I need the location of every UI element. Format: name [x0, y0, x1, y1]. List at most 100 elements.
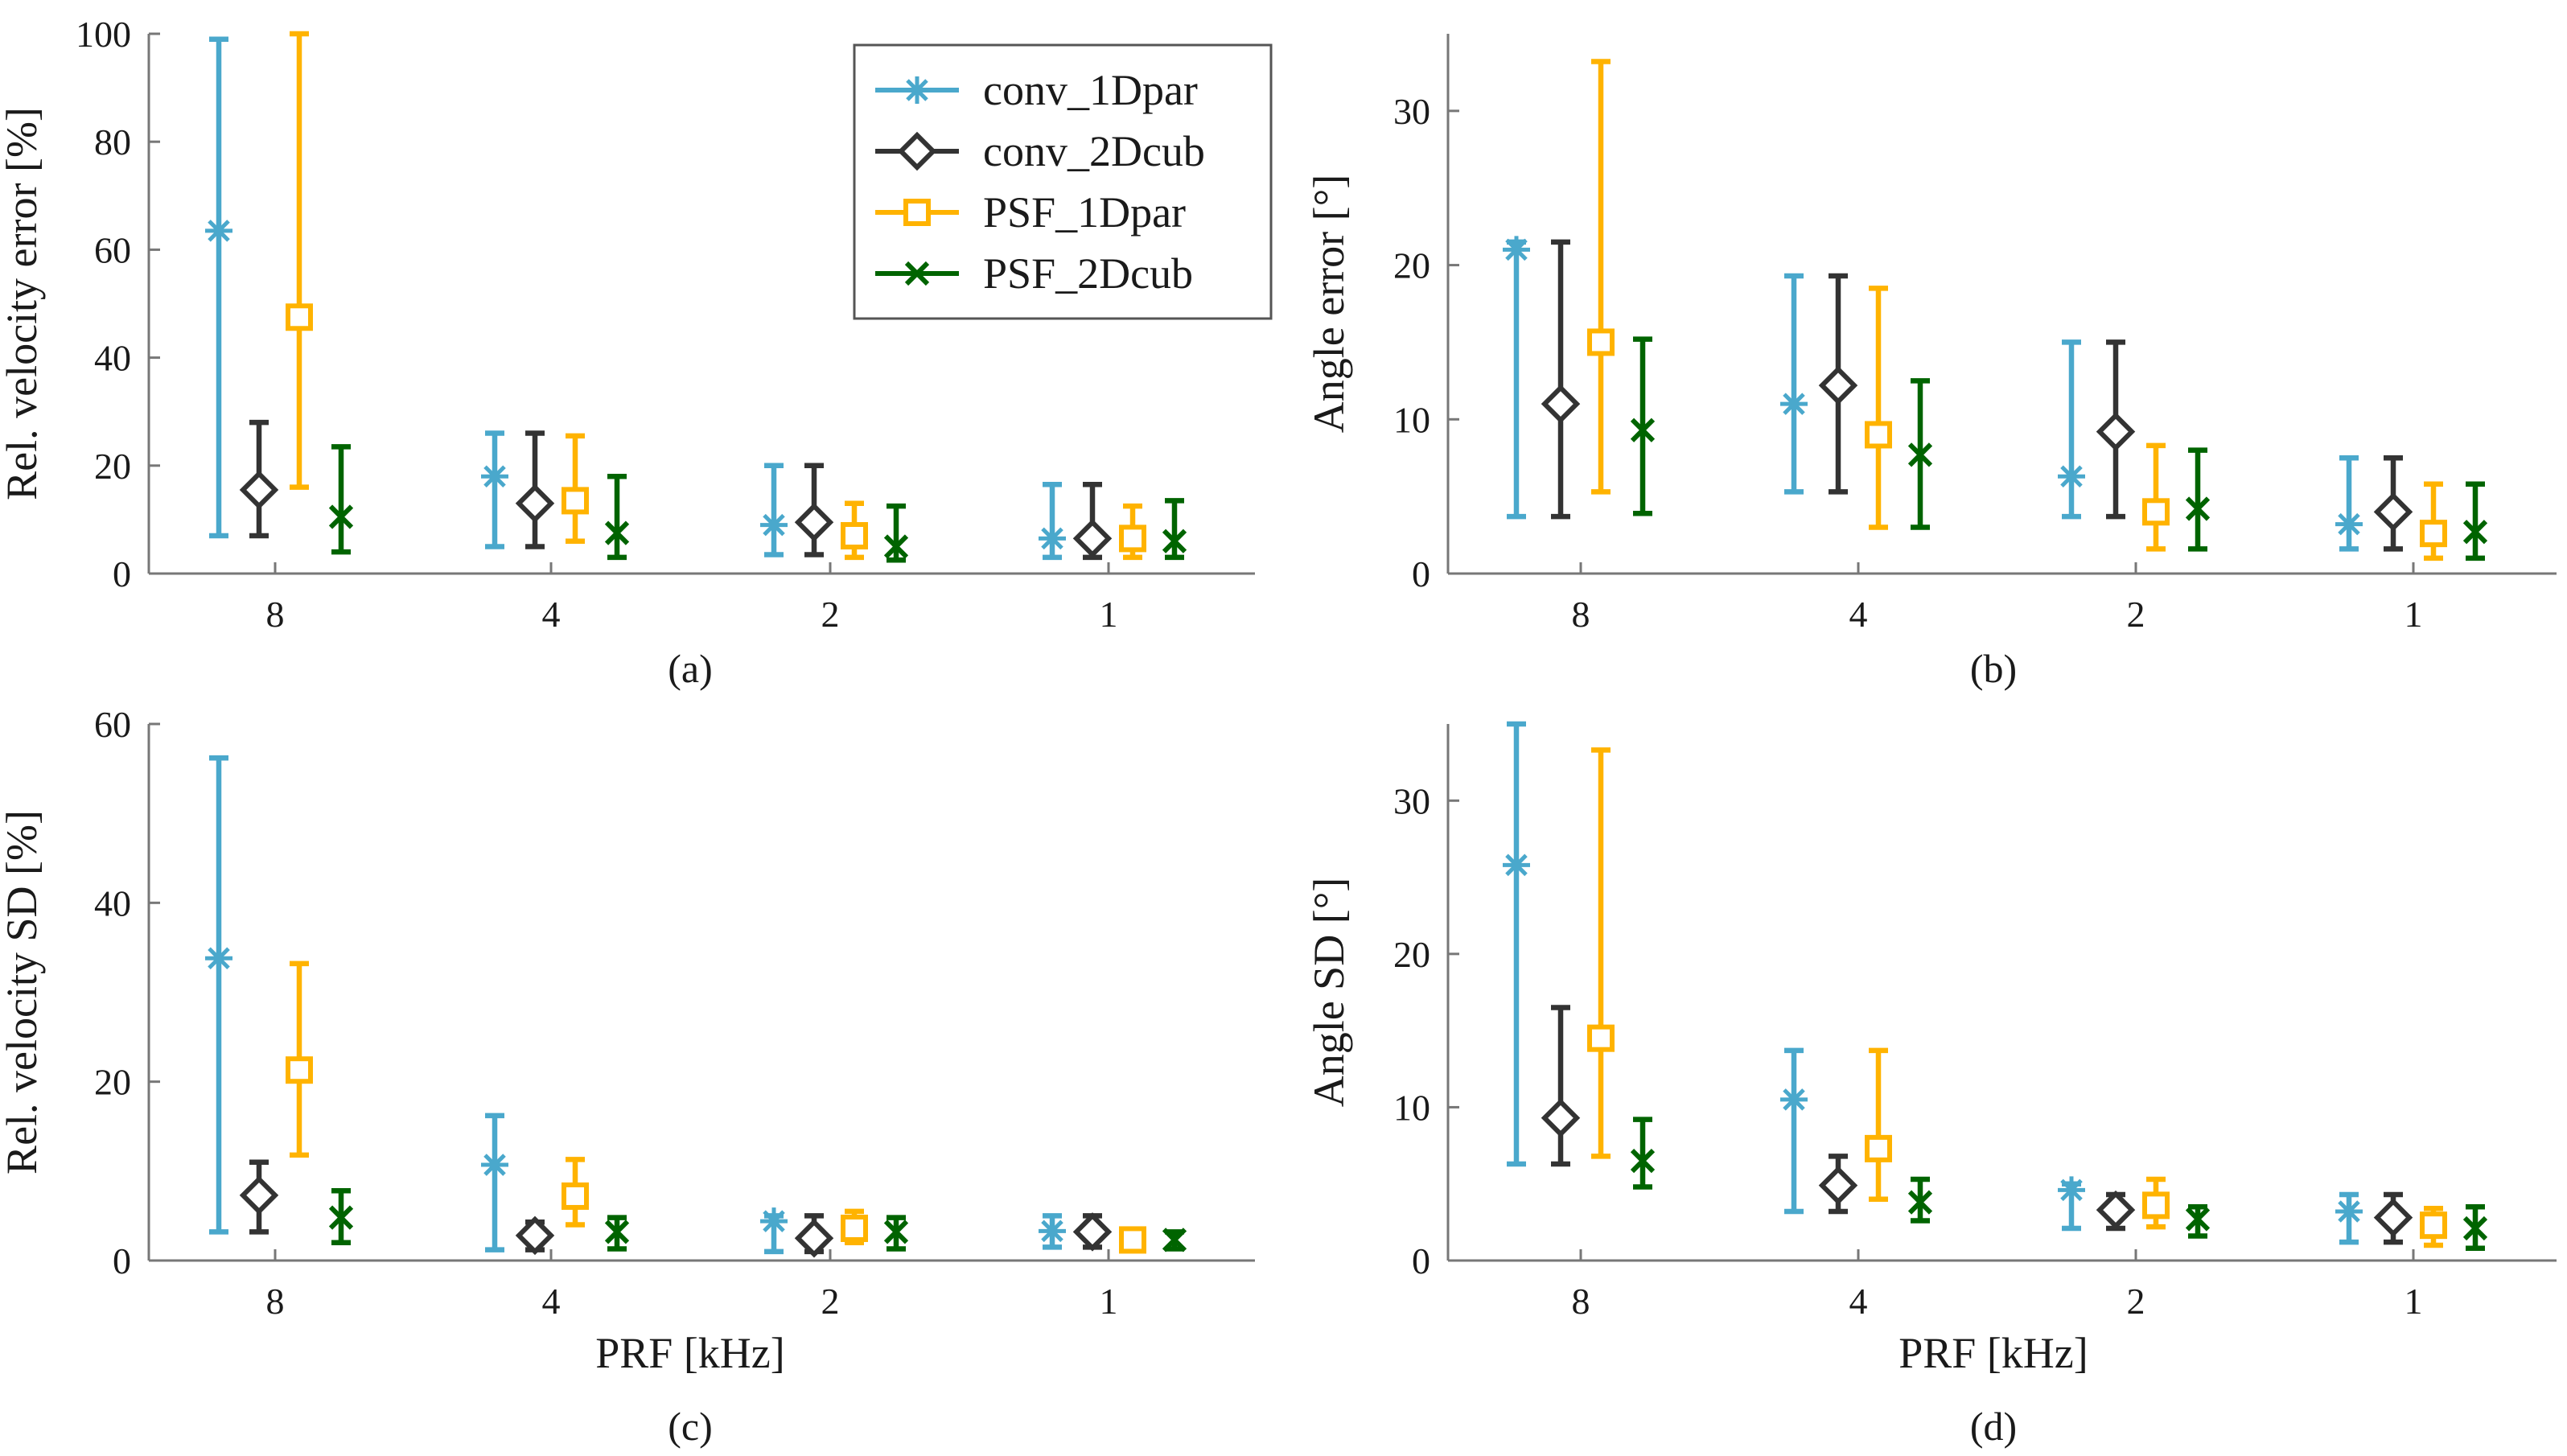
marker-d-psf-1dpar-2 [2142, 1191, 2170, 1220]
legend-label-conv-2dcub: conv_2Dcub [983, 127, 1205, 175]
y-tick-label-d-30: 30 [1393, 780, 1430, 821]
marker-b-psf-1dpar-1 [2420, 520, 2447, 548]
marker-a-conv-1dpar-1 [1039, 524, 1066, 553]
legend-symbol-psf-2dcub [904, 261, 930, 286]
chart-panel-c: PRF [kHz] (c) 0 20 40 60 8 4 2 1 Rel. velocity S… [0, 704, 1255, 1449]
series-d-conv-2dcub [1541, 1005, 2413, 1245]
series-c-psf-1dpar [286, 960, 1146, 1254]
marker-c-psf-2dcub-4 [604, 1220, 630, 1244]
y-tick-label-a-60: 60 [94, 229, 131, 270]
marker-b-psf-2dcub-8 [1630, 417, 1656, 442]
panel-label-c: (c) [668, 1404, 713, 1449]
series-b-conv-1dpar [1503, 236, 2363, 552]
marker-b-psf-1dpar-4 [1865, 421, 1892, 449]
y-axis-label-a: Rel. velocity error [%] [0, 107, 46, 500]
legend-entry-conv-2dcub: conv_2Dcub [875, 127, 1205, 175]
y-tick-label-c-20: 20 [94, 1062, 131, 1103]
series-a-psf-2dcub [328, 444, 1187, 563]
marker-b-conv-1dpar-8 [1503, 236, 1530, 264]
marker-d-conv-2dcub-2 [2096, 1190, 2136, 1230]
marker-b-conv-1dpar-2 [2058, 463, 2085, 491]
series-c-conv-2dcub [239, 1159, 1113, 1258]
marker-a-psf-2dcub-2 [883, 534, 909, 559]
legend-entry-psf-2dcub: PSF_2Dcub [875, 249, 1193, 298]
marker-b-conv-2dcub-2 [2096, 412, 2136, 451]
marker-b-psf-1dpar-8 [1587, 328, 1615, 356]
marker-a-psf-2dcub-1 [1162, 529, 1187, 553]
error-bar-b-psf-2dcub-1 [2466, 481, 2485, 561]
marker-a-psf-1dpar-1 [1119, 524, 1146, 553]
x-axis-label-c: PRF [kHz] [595, 1329, 785, 1377]
y-tick-label-d-10: 10 [1393, 1087, 1430, 1128]
marker-c-psf-2dcub-2 [883, 1220, 909, 1244]
x-tick-label-a-4: 4 [542, 594, 561, 635]
axes-b: 0 10 20 30 8 4 2 1 [1393, 34, 2557, 635]
y-axis-label-b: Angle error [°] [1305, 175, 1353, 433]
marker-c-conv-1dpar-1 [1039, 1217, 1066, 1245]
y-tick-label-c-0: 0 [113, 1240, 131, 1281]
legend-symbol-psf-1dpar [903, 199, 931, 226]
marker-d-conv-2dcub-8 [1541, 1098, 1581, 1138]
error-bar-b-psf-2dcub-8 [1633, 336, 1652, 516]
series-a-conv-1dpar [205, 36, 1066, 561]
marker-a-conv-2dcub-2 [794, 503, 834, 542]
marker-d-psf-1dpar-1 [2420, 1211, 2447, 1240]
error-bar-d-psf-2dcub-8 [1633, 1117, 1652, 1190]
panel-label-d: (d) [1970, 1404, 2017, 1449]
series-d-conv-1dpar [1503, 721, 2363, 1245]
y-tick-label-a-40: 40 [94, 338, 131, 379]
error-bar-a-psf-2dcub-1 [1165, 498, 1184, 561]
y-axis-label-c: Rel. velocity SD [%] [0, 810, 46, 1174]
marker-b-conv-2dcub-4 [1818, 365, 1858, 405]
series-d-psf-2dcub [1630, 1117, 2488, 1251]
marker-b-conv-1dpar-4 [1780, 390, 1808, 418]
marker-d-psf-2dcub-1 [2462, 1215, 2488, 1241]
axes-c: 0 20 40 60 8 4 2 1 [94, 704, 1255, 1322]
error-bar-d-conv-2dcub-8 [1551, 1005, 1570, 1167]
x-tick-label-d-8: 8 [1572, 1281, 1590, 1322]
marker-a-psf-1dpar-4 [562, 487, 589, 515]
marker-b-conv-1dpar-1 [2335, 510, 2363, 538]
legend-label-psf-1dpar: PSF_1Dpar [983, 188, 1186, 236]
error-bar-b-conv-2dcub-8 [1551, 239, 1570, 520]
chart-panel-d: PRF [kHz] (d) 0 10 20 30 8 4 2 1 Angle SD [°] [1305, 721, 2557, 1449]
legend-label-psf-2dcub: PSF_2Dcub [983, 249, 1193, 298]
x-tick-label-c-4: 4 [542, 1281, 561, 1322]
marker-c-conv-2dcub-2 [794, 1218, 834, 1258]
x-tick-label-d-2: 2 [2127, 1281, 2145, 1322]
marker-a-psf-2dcub-4 [604, 520, 630, 545]
panel-label-a: (a) [668, 646, 713, 691]
marker-d-conv-1dpar-8 [1503, 851, 1530, 879]
marker-b-conv-2dcub-1 [2373, 492, 2413, 532]
marker-c-conv-2dcub-4 [515, 1215, 555, 1256]
x-tick-label-b-8: 8 [1572, 594, 1590, 635]
error-bar-a-psf-2dcub-2 [887, 503, 906, 563]
marker-c-conv-2dcub-1 [1072, 1212, 1113, 1252]
x-tick-label-b-1: 1 [2405, 594, 2423, 635]
panel-label-b: (b) [1970, 646, 2017, 691]
legend-label-conv-1dpar: conv_1Dpar [983, 66, 1198, 114]
error-bar-d-conv-1dpar-8 [1507, 721, 1526, 1167]
marker-a-conv-1dpar-2 [760, 511, 788, 539]
error-bar-b-psf-1dpar-8 [1591, 59, 1611, 495]
legend-symbol-conv-2dcub [897, 131, 937, 171]
x-tick-label-b-2: 2 [2127, 594, 2145, 635]
y-axis-label-d: Angle SD [°] [1305, 878, 1353, 1108]
error-bar-a-psf-2dcub-8 [331, 444, 351, 555]
marker-d-psf-1dpar-8 [1587, 1024, 1615, 1052]
error-bar-a-psf-1dpar-8 [290, 31, 309, 490]
legend-marker-psf-1dpar [875, 199, 959, 226]
marker-c-psf-2dcub-8 [328, 1205, 354, 1230]
marker-c-conv-1dpar-2 [760, 1207, 788, 1236]
marker-d-conv-2dcub-4 [1818, 1166, 1858, 1205]
marker-c-conv-1dpar-8 [205, 944, 232, 973]
x-tick-label-c-8: 8 [266, 1281, 285, 1322]
marker-a-conv-1dpar-4 [481, 463, 508, 491]
y-tick-label-b-20: 20 [1393, 245, 1430, 286]
legend-marker-psf-2dcub [875, 261, 959, 286]
marker-c-psf-1dpar-8 [286, 1056, 313, 1084]
y-tick-label-c-60: 60 [94, 704, 131, 745]
marker-c-conv-2dcub-8 [239, 1175, 279, 1215]
y-tick-label-a-80: 80 [94, 121, 131, 162]
error-bar-b-conv-1dpar-4 [1784, 273, 1804, 495]
